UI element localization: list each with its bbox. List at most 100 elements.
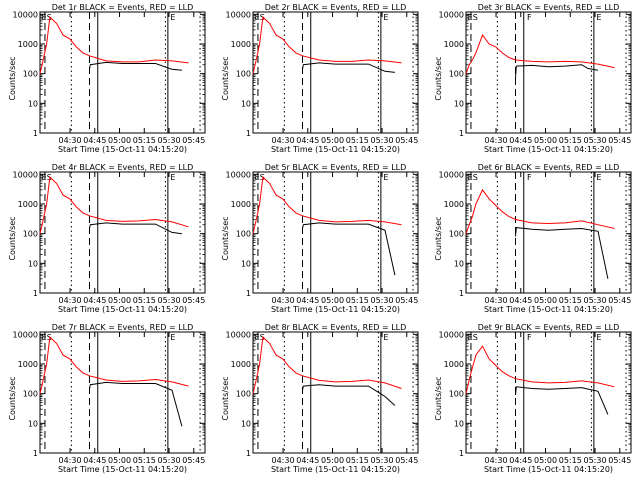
x-tick-label: 04:30: [271, 456, 294, 465]
y-axis-label: Counts/sec: [8, 56, 17, 100]
plot-panel: Det 2r BLACK = Events, RED = LLD 1 10 100 10…: [221, 3, 419, 154]
marker-label: E: [596, 13, 601, 22]
plot-frame: [465, 171, 632, 294]
lld-series-line: [39, 336, 189, 394]
x-tick-label: 05:00: [108, 456, 131, 465]
events-series-line: [302, 222, 396, 276]
y-tick-label: 10000: [439, 330, 464, 339]
x-tick-label: 04:30: [58, 296, 81, 305]
marker-label: ES: [468, 333, 478, 342]
plot-panel: Det 8r BLACK = Events, RED = LLD 1 10 100 10…: [221, 323, 419, 474]
y-tick-label: 1: [33, 449, 38, 458]
y-tick-label: 1000: [18, 200, 38, 209]
x-tick-label: 04:45: [83, 296, 106, 305]
plot-title: Det 5r BLACK = Events, RED = LLD: [265, 163, 407, 172]
lld-series-line: [252, 16, 402, 74]
y-tick-label: 10: [28, 419, 38, 428]
plot-panel: Det 6r BLACK = Events, RED = LLD 1 10 100 10…: [434, 163, 632, 314]
x-tick-label: 05:45: [395, 136, 418, 145]
plot-panel: Det 5r BLACK = Events, RED = LLD 1 10 100 10…: [221, 163, 419, 314]
marker-label: F: [527, 13, 532, 22]
x-tick-label: 05:00: [321, 136, 344, 145]
plot-title: Det 6r BLACK = Events, RED = LLD: [478, 163, 620, 172]
marker-label: E: [170, 333, 175, 342]
y-tick-label: 10000: [226, 330, 251, 339]
y-tick-label: 10: [241, 259, 251, 268]
y-tick-label: 10: [28, 99, 38, 108]
y-tick-label: 1: [33, 129, 38, 138]
y-tick-label: 1000: [231, 360, 251, 369]
lld-series-line: [465, 34, 615, 74]
events-series-line: [89, 222, 182, 235]
plot-panel: Det 9r BLACK = Events, RED = LLD 1 10 100 10…: [434, 323, 632, 474]
plot-title: Det 7r BLACK = Events, RED = LLD: [52, 323, 194, 332]
y-axis-label: Counts/sec: [8, 216, 17, 260]
x-tick-label: 05:00: [534, 296, 557, 305]
marker-label: ES: [42, 173, 52, 182]
marker-label: F: [527, 333, 532, 342]
y-tick-label: 10: [454, 99, 464, 108]
y-axis-label: Counts/sec: [434, 216, 443, 260]
plot-panel: Det 3r BLACK = Events, RED = LLD 1 10 100 10…: [434, 3, 632, 154]
x-tick-label: 05:00: [108, 296, 131, 305]
x-axis-label: Start Time (15-Oct-11 04:15:20): [58, 305, 187, 314]
y-tick-label: 1000: [18, 40, 38, 49]
x-tick-label: 04:30: [271, 296, 294, 305]
y-tick-label: 1000: [231, 200, 251, 209]
y-tick-label: 1: [246, 449, 251, 458]
y-tick-label: 1: [459, 449, 464, 458]
y-tick-label: 1000: [231, 40, 251, 49]
x-axis-label: Start Time (15-Oct-11 04:15:20): [58, 465, 187, 474]
plot-title: Det 1r BLACK = Events, RED = LLD: [52, 3, 194, 12]
lld-series-line: [465, 345, 615, 394]
x-tick-label: 04:30: [484, 136, 507, 145]
x-tick-label: 05:30: [583, 296, 606, 305]
events-series-line: [302, 384, 396, 406]
x-tick-label: 04:30: [58, 136, 81, 145]
x-axis-label: Start Time (15-Oct-11 04:15:20): [484, 305, 613, 314]
x-tick-label: 05:00: [534, 456, 557, 465]
y-tick-label: 10000: [13, 10, 38, 19]
y-tick-label: 10: [241, 419, 251, 428]
plot-panel: Det 4r BLACK = Events, RED = LLD 1 10 100 10…: [8, 163, 206, 314]
x-tick-label: 05:15: [559, 296, 582, 305]
plot-frame: [252, 331, 419, 454]
x-tick-label: 04:30: [58, 456, 81, 465]
y-tick-label: 1000: [444, 40, 464, 49]
x-tick-label: 05:30: [370, 296, 393, 305]
plot-title: Det 9r BLACK = Events, RED = LLD: [478, 323, 620, 332]
marker-label: ES: [255, 333, 265, 342]
y-tick-label: 100: [236, 390, 251, 399]
marker-label: F: [527, 173, 532, 182]
y-tick-label: 10000: [226, 10, 251, 19]
plot-title: Det 4r BLACK = Events, RED = LLD: [52, 163, 194, 172]
x-tick-label: 04:45: [509, 456, 532, 465]
lld-series-line: [252, 176, 402, 234]
marker-label: E: [170, 13, 175, 22]
y-tick-label: 1000: [444, 360, 464, 369]
y-tick-label: 1: [246, 289, 251, 298]
events-series-line: [515, 227, 609, 279]
plot-frame: [252, 171, 419, 294]
marker-label: E: [170, 173, 175, 182]
y-tick-label: 1: [459, 289, 464, 298]
marker-label: E: [383, 333, 388, 342]
y-axis-label: Counts/sec: [434, 56, 443, 100]
x-tick-label: 05:15: [346, 456, 369, 465]
y-axis-label: Counts/sec: [221, 56, 230, 100]
events-series-line: [89, 381, 183, 427]
y-tick-label: 100: [236, 230, 251, 239]
plot-frame: [39, 331, 206, 454]
plot-panel: Det 1r BLACK = Events, RED = LLD 1 10 100 10…: [8, 3, 206, 154]
x-tick-label: 05:45: [182, 456, 205, 465]
x-tick-label: 05:00: [534, 136, 557, 145]
x-tick-label: 04:30: [271, 136, 294, 145]
x-tick-label: 04:45: [83, 136, 106, 145]
x-tick-label: 05:30: [583, 456, 606, 465]
x-tick-label: 05:45: [395, 456, 418, 465]
x-tick-label: 05:30: [157, 136, 180, 145]
plot-title: Det 3r BLACK = Events, RED = LLD: [478, 3, 620, 12]
x-tick-label: 04:45: [296, 136, 319, 145]
y-tick-label: 1000: [18, 360, 38, 369]
y-tick-label: 10000: [13, 170, 38, 179]
